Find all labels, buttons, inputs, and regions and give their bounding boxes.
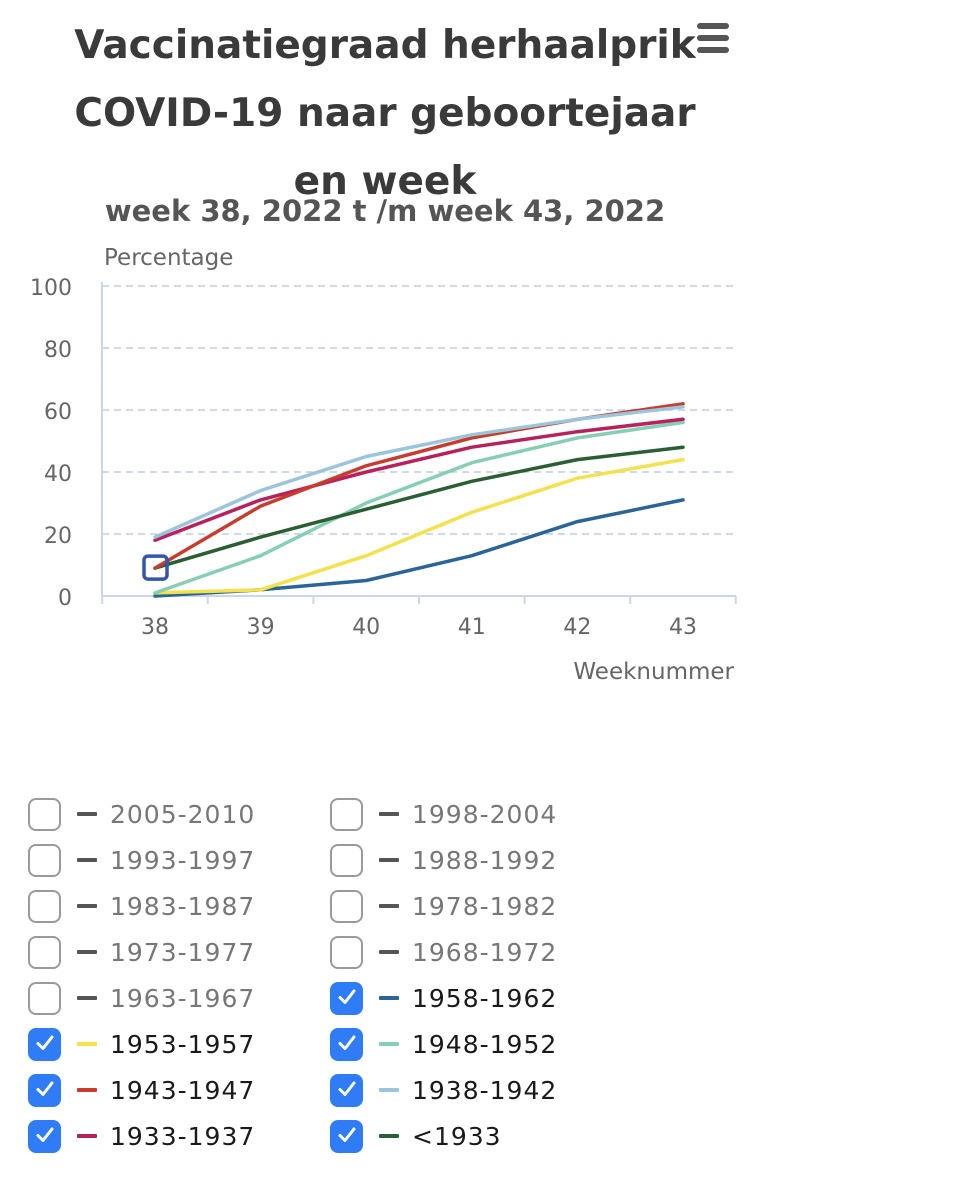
legend-item[interactable]: 1968-1972 — [330, 934, 630, 970]
legend-item[interactable]: 1948-1952 — [330, 1026, 630, 1062]
legend-label: 1943-1947 — [110, 1075, 256, 1105]
legend-swatch — [379, 1042, 399, 1046]
x-tick-label: 39 — [247, 615, 275, 640]
legend-checkbox[interactable] — [28, 981, 61, 1015]
legend-item[interactable]: 2005-2010 — [28, 796, 330, 832]
legend-label: 1983-1987 — [110, 891, 256, 921]
y-axis-title: Percentage — [104, 245, 233, 271]
series-line-1933 — [153, 445, 685, 570]
legend-swatch — [77, 1134, 97, 1138]
legend-label: 1978-1982 — [412, 891, 558, 921]
checkmark-icon — [36, 1127, 54, 1142]
legend-label: 1963-1967 — [110, 983, 256, 1013]
legend-label: 1998-2004 — [412, 799, 558, 829]
x-axis-title: Weeknummer — [573, 659, 734, 685]
legend-label: <1933 — [412, 1121, 502, 1151]
legend-item[interactable]: 1973-1977 — [28, 934, 330, 970]
legend-checkbox[interactable] — [28, 889, 61, 923]
legend-label: 1938-1942 — [412, 1075, 558, 1105]
legend-item[interactable]: 1988-1992 — [330, 842, 630, 878]
legend-swatch — [77, 904, 97, 908]
legend-checkbox[interactable] — [28, 1027, 61, 1061]
legend-item[interactable]: 1933-1937 — [28, 1118, 330, 1154]
legend-item[interactable]: 1938-1942 — [330, 1072, 630, 1108]
legend-label: 1948-1952 — [412, 1029, 558, 1059]
legend-checkbox[interactable] — [330, 1119, 363, 1153]
legend-item[interactable]: 1958-1962 — [330, 980, 630, 1016]
x-tick-label: 43 — [669, 615, 697, 640]
legend-item[interactable]: 1978-1982 — [330, 888, 630, 924]
legend-checkbox[interactable] — [330, 1027, 363, 1061]
legend-label: 2005-2010 — [110, 799, 256, 829]
legend-checkbox[interactable] — [28, 1073, 61, 1107]
legend-swatch — [77, 858, 97, 862]
x-tick-label: 41 — [458, 615, 486, 640]
legend-swatch — [77, 1042, 97, 1046]
legend-item[interactable]: <1933 — [330, 1118, 630, 1154]
legend-label: 1973-1977 — [110, 937, 256, 967]
line-chart: 0 20 40 60 80 100 38 39 40 41 42 43 Percentage Weeknu… — [30, 245, 737, 685]
legend-item[interactable]: 1943-1947 — [28, 1072, 330, 1108]
legend-item[interactable]: 1953-1957 — [28, 1026, 330, 1062]
legend-swatch — [379, 1134, 399, 1138]
y-tick-label: 40 — [44, 462, 72, 487]
series-line-19531957 — [153, 457, 685, 595]
legend-checkbox[interactable] — [330, 935, 363, 969]
series-line-19331937 — [153, 417, 685, 542]
y-tick-label: 60 — [44, 400, 72, 425]
legend-swatch — [379, 812, 399, 816]
y-tick-label: 0 — [58, 586, 72, 611]
y-tick-label: 80 — [44, 338, 72, 363]
checkmark-icon — [36, 1081, 54, 1096]
series-line-19581962 — [153, 498, 685, 598]
legend-item[interactable]: 1963-1967 — [28, 980, 330, 1016]
hamburger-menu-icon[interactable] — [690, 16, 738, 60]
legend-label: 1993-1997 — [110, 845, 256, 875]
y-tick-label: 20 — [44, 524, 72, 549]
legend-item[interactable]: 1998-2004 — [330, 796, 630, 832]
legend-swatch — [77, 996, 97, 1000]
series-line-19481952 — [153, 420, 685, 595]
legend-item[interactable]: 1983-1987 — [28, 888, 330, 924]
series-line-19381942 — [153, 405, 685, 539]
legend-checkbox[interactable] — [330, 981, 363, 1015]
legend-label: 1968-1972 — [412, 937, 558, 967]
legend-checkbox[interactable] — [28, 797, 61, 831]
x-tick-label: 42 — [563, 615, 591, 640]
legend-checkbox[interactable] — [28, 935, 61, 969]
hover-marker — [142, 554, 169, 581]
legend: 2005-2010 1998-2004 1993-1997 1988-1992 1983… — [28, 796, 628, 1154]
legend-checkbox[interactable] — [330, 843, 363, 877]
checkmark-icon — [338, 1081, 356, 1096]
legend-label: 1953-1957 — [110, 1029, 256, 1059]
checkmark-icon — [338, 989, 356, 1004]
legend-label: 1958-1962 — [412, 983, 558, 1013]
checkmark-icon — [36, 1035, 54, 1050]
legend-swatch — [77, 812, 97, 816]
y-tick-label: 100 — [30, 276, 72, 301]
checkmark-icon — [338, 1035, 356, 1050]
checkmark-icon — [338, 1127, 356, 1142]
legend-swatch — [379, 1088, 399, 1092]
x-tick-label: 40 — [352, 615, 380, 640]
legend-checkbox[interactable] — [28, 1119, 61, 1153]
legend-item[interactable]: 1993-1997 — [28, 842, 330, 878]
legend-swatch — [379, 950, 399, 954]
legend-label: 1988-1992 — [412, 845, 558, 875]
legend-swatch — [77, 1088, 97, 1092]
legend-checkbox[interactable] — [28, 843, 61, 877]
legend-swatch — [379, 904, 399, 908]
legend-checkbox[interactable] — [330, 797, 363, 831]
legend-checkbox[interactable] — [330, 1073, 363, 1107]
x-tick-label: 38 — [141, 615, 169, 640]
legend-swatch — [379, 996, 399, 1000]
legend-swatch — [77, 950, 97, 954]
legend-swatch — [379, 858, 399, 862]
legend-label: 1933-1937 — [110, 1121, 256, 1151]
chart-title: Vaccinatiegraad herhaalprik COVID-19 naa… — [74, 23, 696, 204]
chart-subtitle: week 38, 2022 t /m week 43, 2022 — [104, 194, 666, 228]
legend-checkbox[interactable] — [330, 889, 363, 923]
